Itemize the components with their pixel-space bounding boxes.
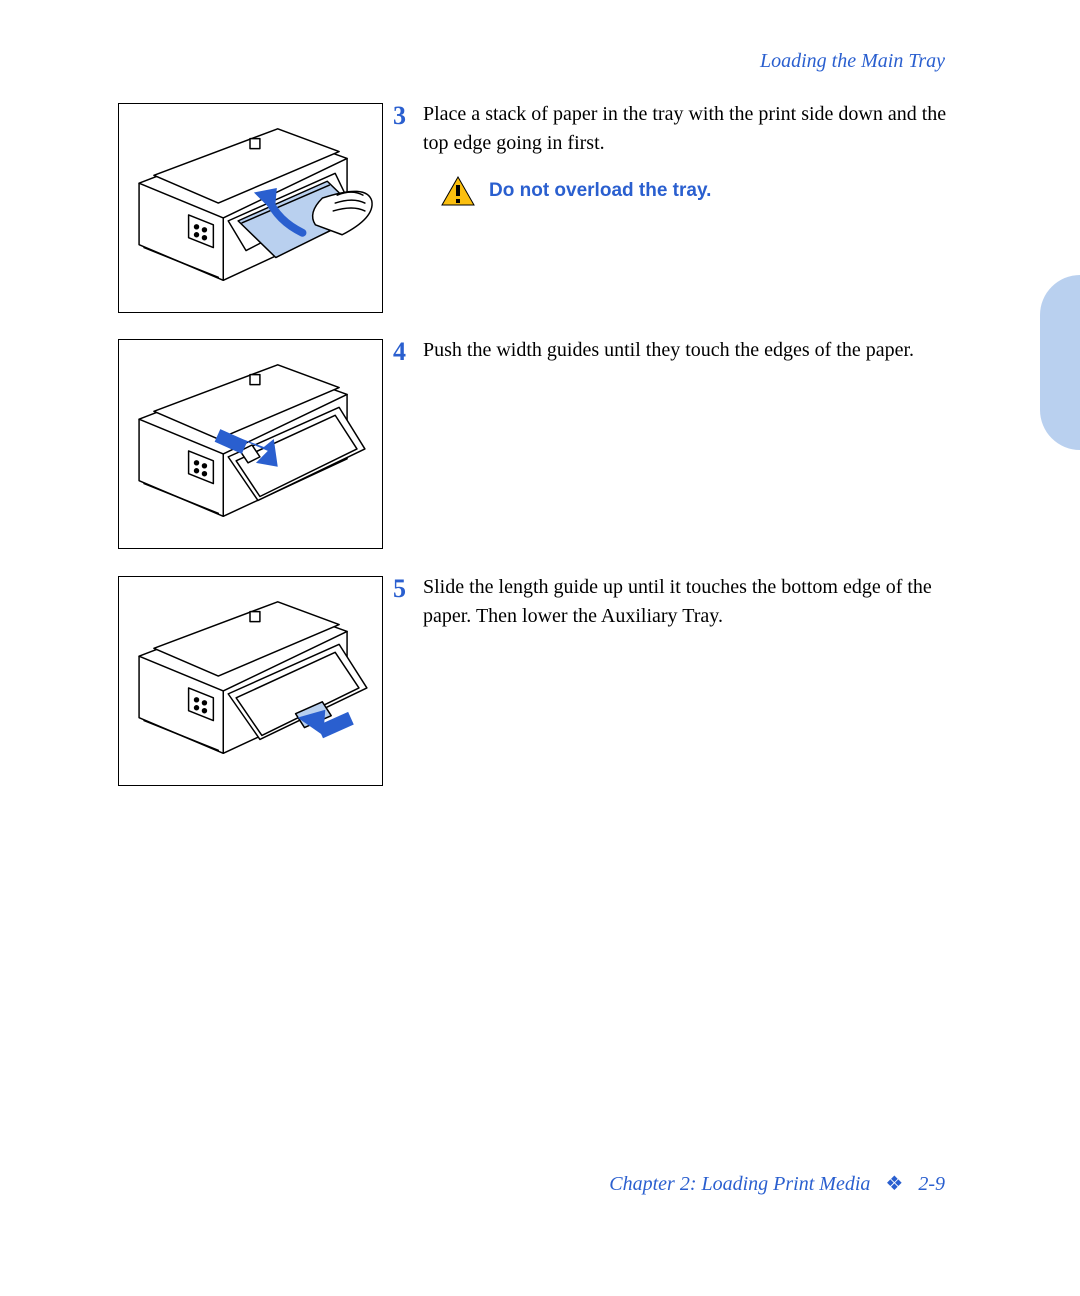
illustration-step-5 <box>118 576 383 786</box>
caution-row: Do not overload the tray. <box>441 176 955 206</box>
footer-page-number: 2-9 <box>918 1173 945 1195</box>
illustration-step-4 <box>118 339 383 549</box>
warning-icon <box>441 176 475 206</box>
step-text: Push the width guides until they touch t… <box>423 336 955 365</box>
section-header: Loading the Main Tray <box>760 50 945 73</box>
footer-chapter: Chapter 2: Loading Print Media <box>609 1173 870 1195</box>
step-5: 5 Slide the length guide up until it tou… <box>415 573 955 631</box>
step-text: Slide the length guide up until it touch… <box>423 573 955 631</box>
step-number: 5 <box>393 570 406 608</box>
step-text: Place a stack of paper in the tray with … <box>423 100 955 158</box>
footer-bullet-icon: ❖ <box>885 1173 903 1195</box>
edge-tab <box>1040 275 1080 450</box>
step-number: 3 <box>393 97 406 135</box>
step-number: 4 <box>393 333 406 371</box>
step-3: 3 Place a stack of paper in the tray wit… <box>415 100 955 206</box>
illustration-step-3 <box>118 103 383 313</box>
caution-text: Do not overload the tray. <box>489 177 711 205</box>
page-footer: Chapter 2: Loading Print Media ❖ 2-9 <box>609 1171 945 1196</box>
step-4: 4 Push the width guides until they touch… <box>415 336 955 365</box>
